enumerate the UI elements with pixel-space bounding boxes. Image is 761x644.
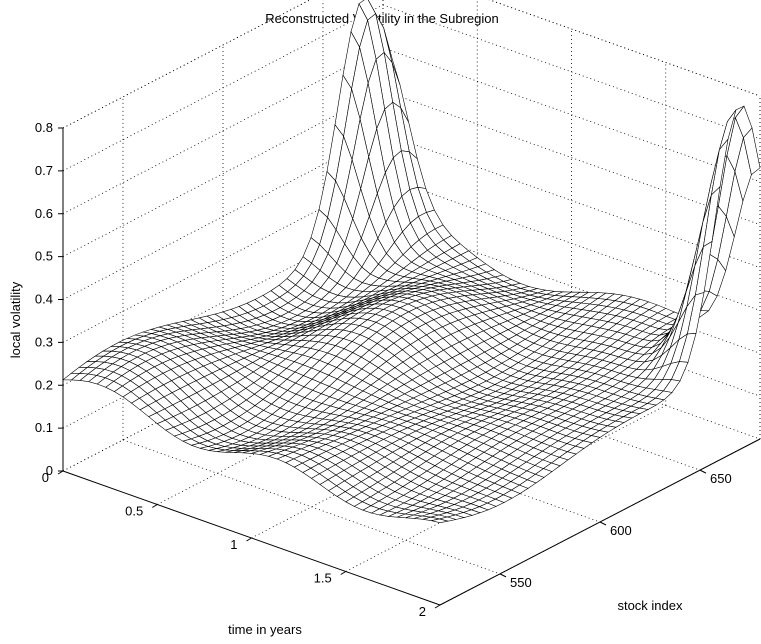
grid-line bbox=[62, 0, 311, 129]
surface-cell bbox=[431, 518, 449, 524]
tick-labels: 0 0.1 0.2 0.3 0.4 0.5 0.6 0.7 0.8 0 0.5 1 1.5 2 550 600… bbox=[35, 120, 732, 619]
z-tick-label: 0.8 bbox=[35, 120, 53, 135]
grid-line bbox=[382, 133, 761, 268]
grid-line bbox=[382, 218, 761, 354]
y-tick-mark bbox=[499, 573, 507, 578]
grid-line bbox=[62, 90, 384, 257]
grid-line bbox=[382, 47, 761, 183]
y-tick-mark bbox=[699, 469, 707, 474]
y-tick-mark bbox=[599, 521, 607, 526]
z-tick-label: 0.2 bbox=[35, 377, 53, 392]
y-tick-label: 650 bbox=[710, 471, 732, 486]
x-axis-label: time in years bbox=[228, 622, 302, 637]
y-tick-label: 550 bbox=[510, 575, 532, 590]
z-tick-label: 0.1 bbox=[35, 420, 53, 435]
chart-title: Reconstructed Volatility in the Subregio… bbox=[265, 11, 498, 26]
x-tick-mark bbox=[340, 571, 347, 575]
x-tick-label: 0.5 bbox=[125, 504, 143, 519]
grid-line bbox=[488, 0, 761, 97]
x-tick-label: 0 bbox=[42, 470, 49, 485]
grid-line bbox=[382, 90, 761, 226]
z-tick-label: 0.3 bbox=[35, 334, 53, 349]
z-axis-label: local volatility bbox=[8, 281, 23, 358]
x-tick-mark bbox=[434, 604, 441, 609]
z-tick-label: 0.7 bbox=[35, 163, 53, 178]
x-tick-label: 2 bbox=[419, 604, 426, 619]
x-tick-mark bbox=[57, 470, 64, 475]
z-tick-label: 0 bbox=[46, 463, 53, 478]
x-tick-label: 1 bbox=[230, 537, 237, 552]
grid-line bbox=[122, 439, 501, 575]
surface-mesh bbox=[62, 0, 761, 524]
z-tick-label: 0.4 bbox=[35, 292, 53, 307]
z-tick-label: 0.6 bbox=[35, 206, 53, 221]
x-tick-label: 1.5 bbox=[314, 571, 332, 586]
x-tick-mark bbox=[151, 504, 158, 508]
x-tick-mark bbox=[246, 537, 252, 542]
y-tick-label: 600 bbox=[610, 523, 632, 538]
y-axis-label: stock index bbox=[617, 598, 683, 613]
z-tick-label: 0.5 bbox=[35, 249, 53, 264]
grid-line bbox=[62, 47, 384, 215]
